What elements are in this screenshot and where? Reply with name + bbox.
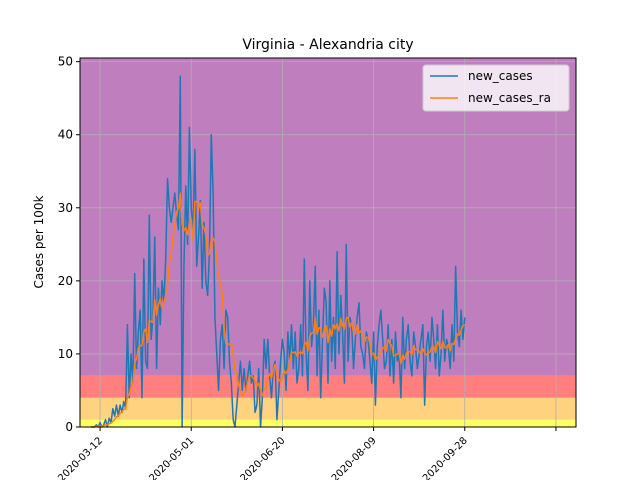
grid-lines [80,58,576,428]
x-tick-label: 2020-03-12 [56,435,105,480]
y-tick-label: 40 [58,128,73,142]
x-tick-label: 2020-05-01 [147,435,196,480]
y-tick-label: 30 [58,201,73,215]
y-tick-label: 20 [58,274,73,288]
band-2 [80,375,576,398]
legend: new_cases new_cases_ra [422,64,570,112]
y-axis-label: Cases per 100k [32,195,46,288]
band-0 [80,419,576,427]
y-tick-label: 0 [65,420,73,434]
y-axis-ticks: 0 10 20 30 40 50 [58,55,80,434]
series-line-new-cases-ra [90,192,466,428]
legend-label-new-cases: new_cases [468,69,533,83]
y-tick-label: 50 [58,55,73,69]
band-1 [80,397,576,420]
y-tick-label: 10 [58,347,73,361]
legend-box [422,64,570,112]
plot-frame [79,57,577,428]
x-tick-label: 2020-06-20 [239,435,288,480]
series-lines [90,75,466,428]
series-line-new-cases [90,75,466,428]
legend-label-new-cases-ra: new_cases_ra [468,91,551,105]
x-axis-ticks: 2020-03-12 2020-05-01 2020-06-20 2020-08-09… [56,427,557,480]
x-tick-label: 2020-08-09 [330,435,379,480]
x-tick-label: 2020-09-28 [421,435,470,480]
chart-title: Virginia - Alexandria city [242,37,413,53]
